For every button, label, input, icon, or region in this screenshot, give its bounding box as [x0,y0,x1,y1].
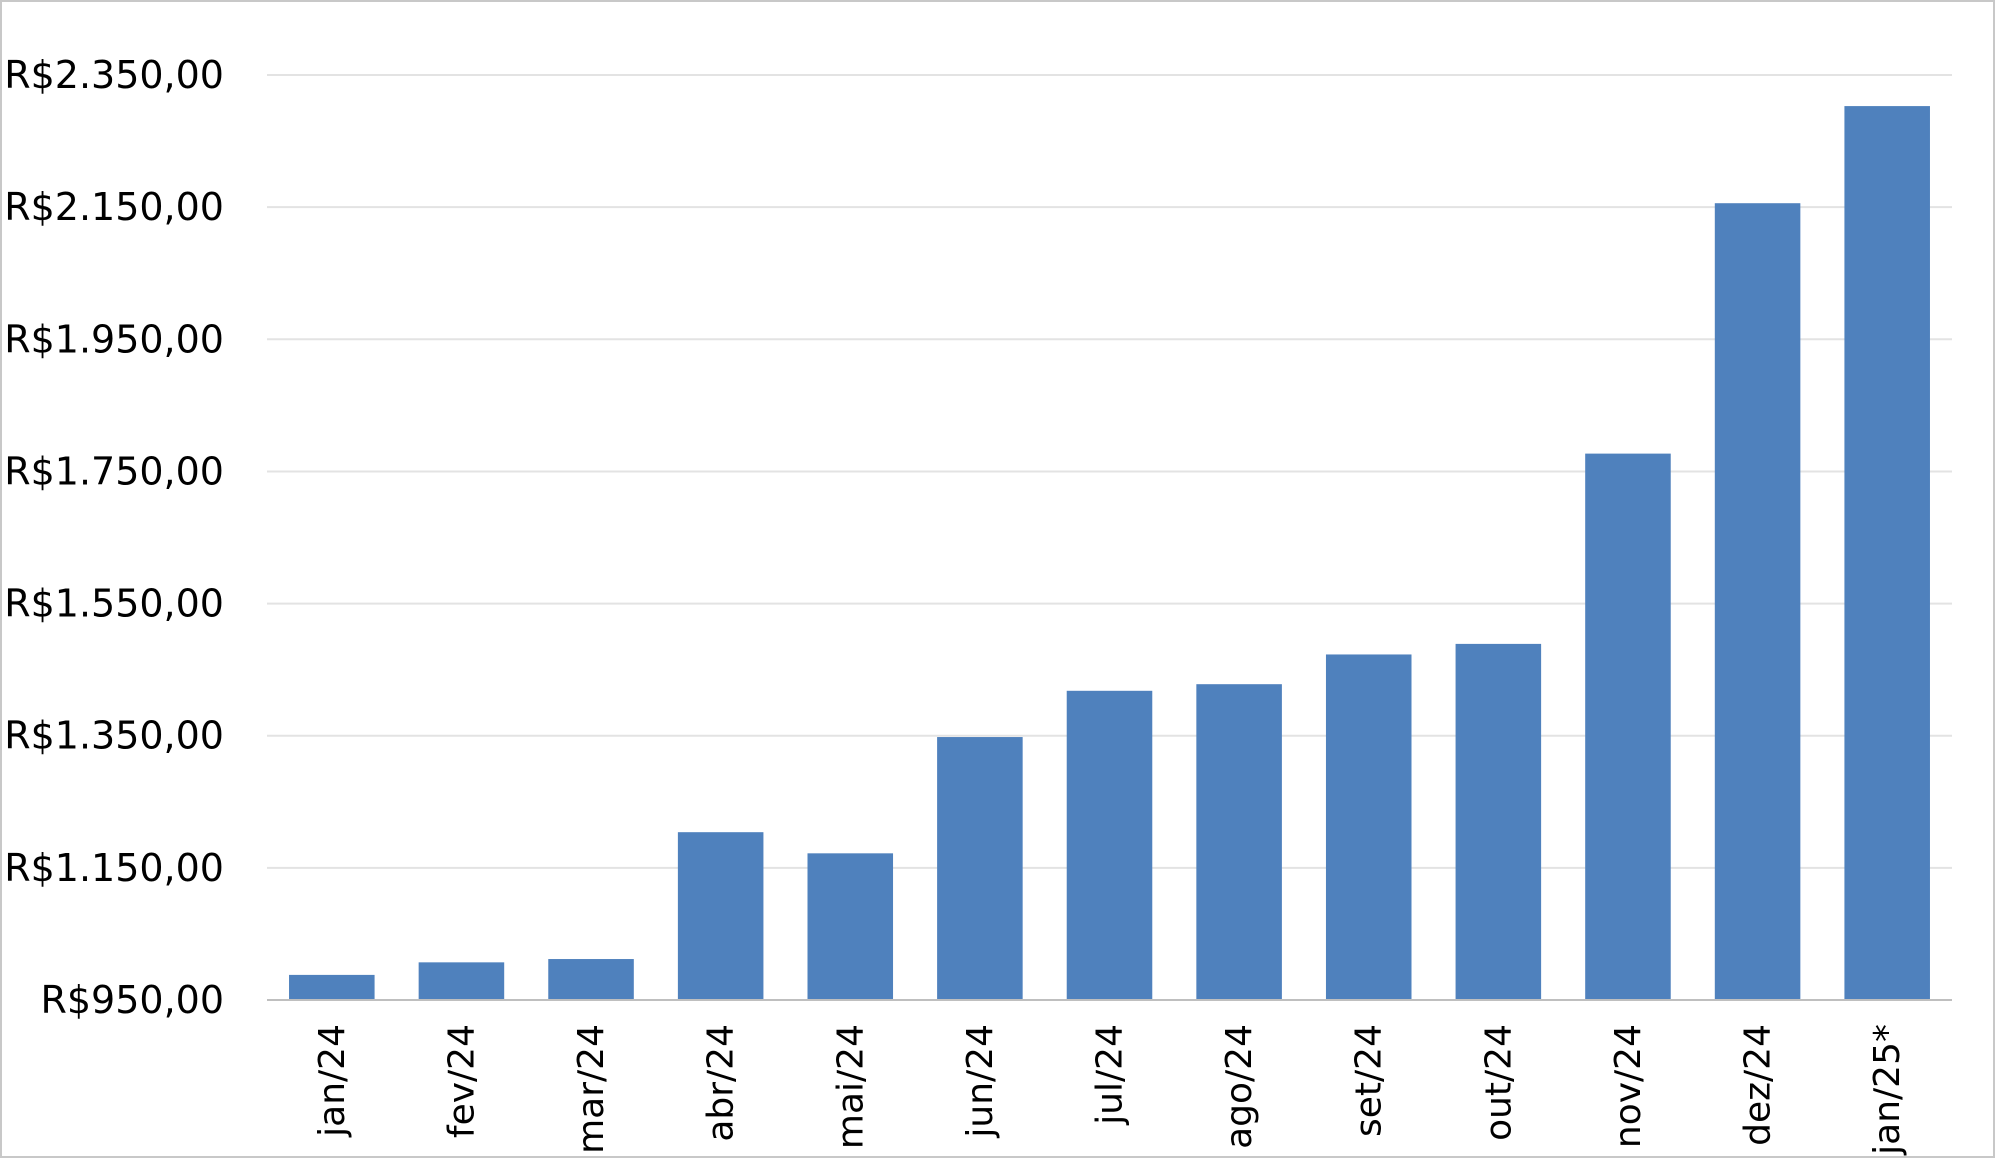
bars [289,106,1930,1001]
bar-mar-24 [548,959,634,1000]
bar-abr-24 [677,832,764,1000]
x-tick-label: jan/25* [1867,1024,1908,1156]
x-tick-label: jan/24 [312,1024,353,1138]
bar-set-24 [1325,654,1412,1000]
bar-nov-24 [1585,453,1671,1001]
x-tick-label: ago/24 [1219,1024,1260,1149]
bar-jan-24 [289,974,375,1000]
bar-jul-24 [1066,690,1153,1000]
bar-jan-25- [1844,106,1930,1000]
gridlines [267,74,1952,869]
x-tick-label: mar/24 [571,1024,612,1154]
x-tick-label: fev/24 [441,1024,482,1138]
x-tick-label: dez/24 [1738,1024,1779,1146]
x-tick-label: set/24 [1349,1024,1390,1137]
bar-fev-24 [418,962,505,1000]
x-tick-label: nov/24 [1608,1024,1649,1148]
bar-ago-24 [1196,684,1282,1000]
x-axis-tick-labels: jan/24 fev/24 mar/24 abr/24 mai/24 jun/24 jul/… [312,1024,1908,1156]
y-tick-label: R$950,00 [40,978,224,1022]
bar-dez-24 [1714,203,1801,1001]
y-tick-label: R$1.150,00 [4,846,224,890]
x-tick-label: abr/24 [701,1024,742,1142]
x-tick-label: out/24 [1478,1024,1519,1141]
bar-out-24 [1455,643,1542,1000]
bar-jun-24 [937,737,1023,1000]
x-tick-label: mai/24 [830,1024,871,1149]
y-tick-label: R$1.950,00 [4,317,224,361]
y-tick-label: R$1.750,00 [4,449,224,493]
y-tick-label: R$2.150,00 [4,185,224,229]
y-axis-tick-labels: R$950,00 R$1.150,00 R$1.350,00 R$1.550,00 R$… [4,53,224,1022]
y-tick-label: R$1.350,00 [4,714,224,758]
x-tick-label: jul/24 [1090,1024,1131,1126]
y-tick-label: R$2.350,00 [4,53,224,97]
bar-mai-24 [807,853,894,1000]
y-tick-label: R$1.550,00 [4,582,224,626]
x-tick-label: jun/24 [960,1024,1001,1139]
